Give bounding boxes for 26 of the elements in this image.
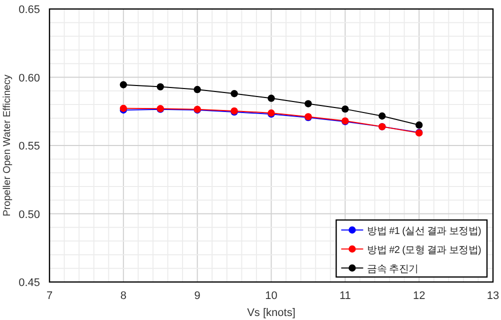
point <box>304 100 312 108</box>
point <box>342 105 349 113</box>
y-tick-label: 0.55 <box>18 140 40 152</box>
legend-label: 금속 추진기 <box>367 264 418 275</box>
x-axis-title: Vs [knots] <box>247 307 296 319</box>
point <box>156 83 164 90</box>
x-tick-label: 7 <box>46 290 53 302</box>
y-tick-label: 0.50 <box>18 208 40 221</box>
x-tick-label: 9 <box>194 290 200 302</box>
point <box>378 112 386 120</box>
point <box>268 94 275 102</box>
y-tick-label: 0.45 <box>18 277 40 289</box>
y-tick-label: 0.65 <box>18 4 40 16</box>
x-tick-label: 10 <box>265 290 278 302</box>
point <box>120 81 128 88</box>
y-axis-title: Propeller Open Water Efficinecy <box>2 74 13 216</box>
point <box>230 90 238 98</box>
x-tick-label: 12 <box>412 290 426 302</box>
point <box>415 121 423 129</box>
x-tick-label: 13 <box>486 290 500 302</box>
x-tick-label: 8 <box>120 290 126 302</box>
x-tick-label: 11 <box>339 290 351 302</box>
point <box>194 86 201 94</box>
legend-label: 방법 #1 (실선 결과 보정법) <box>367 226 481 237</box>
legend-label: 방법 #2 (모형 결과 보정법) <box>367 245 481 256</box>
y-tick-label: 0.60 <box>18 72 40 84</box>
